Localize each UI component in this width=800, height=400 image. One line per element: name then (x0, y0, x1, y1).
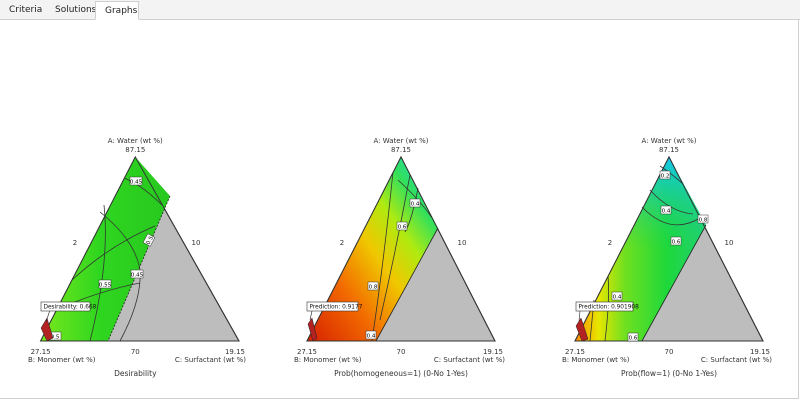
contour-label: 0.8 (697, 214, 709, 224)
contour-label: 0.6 (670, 236, 682, 246)
svg-text:Prediction: 0.9177: Prediction: 0.9177 (310, 305, 363, 311)
vertex-c-value: 19.15 (750, 348, 770, 356)
constraint-line (641, 224, 707, 342)
svg-text:0.6: 0.6 (629, 336, 638, 342)
left-edge-label: 2 (608, 239, 612, 247)
contour-label: 0.5 (142, 233, 156, 247)
contour-label: 0.4 (611, 291, 623, 301)
ternary-plot-desirability: 0.45 0.5 0.45 0.55 0.5 Desirability: 0.6… (28, 137, 246, 378)
svg-text:0.6: 0.6 (672, 240, 681, 246)
constraint-line (375, 227, 439, 342)
tab-solutions-label: Solutions (55, 4, 97, 15)
vertex-a-label: A: Water (wt %) (642, 137, 697, 145)
svg-text:0.8: 0.8 (699, 218, 708, 224)
svg-text:0.6: 0.6 (398, 225, 407, 231)
vertex-a-label: A: Water (wt %) (374, 137, 429, 145)
prediction-callout[interactable]: Prediction: 0.9177 (306, 301, 363, 321)
contour-label: 0.4 (365, 330, 377, 340)
optimum-flag-marker (307, 317, 318, 342)
svg-text:0.2: 0.2 (661, 174, 670, 180)
constraint-line (107, 195, 171, 342)
svg-text:0.4: 0.4 (411, 202, 420, 208)
left-edge-label: 2 (73, 239, 77, 247)
vertex-c-value: 19.15 (225, 348, 245, 356)
right-edge-label: 10 (192, 239, 201, 247)
bottom-mid-value: 70 (665, 348, 674, 356)
svg-text:0.55: 0.55 (99, 283, 112, 289)
contour-line (89, 204, 106, 342)
plot-title: Prob(flow=1) (0-No 1-Yes) (621, 369, 717, 378)
vertex-a-value: 87.15 (125, 146, 145, 154)
vertex-b-label: B: Monomer (wt %) (28, 356, 96, 364)
graph-area (0, 19, 799, 399)
bottom-mid-value: 70 (397, 348, 406, 356)
vertex-b-value: 27.15 (31, 348, 51, 356)
svg-text:Prediction: 0.901908: Prediction: 0.901908 (579, 305, 640, 311)
contour-label: 0.8 (367, 281, 379, 291)
bottom-mid-value: 70 (131, 348, 140, 356)
vertex-c-label: C: Surfactant (wt %) (175, 356, 246, 364)
plot-title: Prob(homogeneous=1) (0-No 1-Yes) (334, 369, 468, 378)
svg-text:0.4: 0.4 (662, 209, 671, 215)
tab-bar: Criteria Solutions Graphs (0, 0, 800, 20)
ternary-plot-prob-flow: 0.2 0.4 0.6 0.8 0.4 0.6 Prediction: 0.90… (562, 137, 772, 378)
svg-text:0.8: 0.8 (369, 285, 378, 291)
contour-line (371, 171, 394, 342)
tab-criteria[interactable]: Criteria (0, 1, 44, 18)
svg-text:Desirability: 0.668: Desirability: 0.668 (44, 305, 97, 311)
vertex-a-label: A: Water (wt %) (108, 137, 163, 145)
vertex-b-value: 27.15 (297, 348, 317, 356)
svg-text:0.5: 0.5 (51, 335, 60, 341)
svg-text:0.4: 0.4 (613, 295, 622, 301)
vertex-b-label: B: Monomer (wt %) (294, 356, 362, 364)
plot-title: Desirability (114, 369, 157, 378)
contour-line (641, 206, 701, 226)
vertex-c-value: 19.15 (483, 348, 503, 356)
contour-label: 0.55 (98, 279, 112, 289)
contour-line (123, 177, 163, 206)
tab-graphs-label: Graphs (105, 5, 138, 16)
tab-solutions[interactable]: Solutions (46, 1, 97, 18)
left-edge-label: 2 (340, 239, 344, 247)
contour-label: 0.6 (627, 332, 639, 342)
contour-line (71, 225, 156, 281)
svg-text:0.5: 0.5 (146, 235, 156, 246)
svg-text:0.45: 0.45 (130, 180, 143, 186)
prediction-callout[interactable]: Prediction: 0.901908 (575, 301, 640, 322)
svg-text:0.4: 0.4 (367, 334, 376, 340)
feasible-region-top-shade (575, 157, 706, 341)
vertex-c-label: C: Surfactant (wt %) (434, 356, 505, 364)
svg-text:0.45: 0.45 (131, 273, 144, 279)
ternary-plot-prob-homogeneous: 0.4 0.6 0.8 0.4 Prediction: 0.9177 A: Wa… (294, 137, 505, 378)
optimum-flag-marker (40, 317, 54, 342)
tab-criteria-label: Criteria (9, 4, 43, 15)
prediction-callout[interactable]: Desirability: 0.668 (40, 301, 97, 323)
contour-label: 0.45 (130, 269, 144, 279)
right-edge-label: 10 (725, 239, 734, 247)
contour-label: 0.45 (129, 176, 143, 186)
contour-label: 0.6 (396, 221, 408, 231)
tab-graphs[interactable]: Graphs (95, 1, 139, 20)
feasible-region (307, 157, 438, 341)
vertex-a-value: 87.15 (659, 146, 679, 154)
vertex-b-label: B: Monomer (wt %) (562, 356, 630, 364)
contour-label: 0.4 (660, 205, 672, 215)
vertex-c-label: C: Surfactant (wt %) (701, 356, 772, 364)
right-edge-label: 10 (458, 239, 467, 247)
contour-label: 0.4 (409, 198, 421, 208)
vertex-b-value: 27.15 (565, 348, 585, 356)
contour-line (379, 174, 411, 321)
vertex-a-value: 87.15 (391, 146, 411, 154)
contour-label: 0.2 (659, 170, 671, 180)
contour-line (659, 165, 684, 185)
